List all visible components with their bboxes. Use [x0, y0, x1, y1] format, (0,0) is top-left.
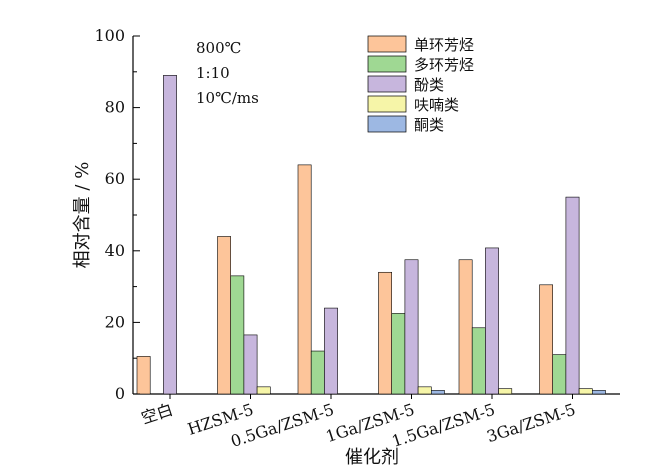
legend-swatch — [367, 75, 407, 93]
bar-4-4 — [417, 386, 432, 395]
bar-2-4 — [256, 386, 271, 395]
bar-4-2 — [391, 313, 406, 395]
y-tick-label: 60 — [105, 169, 125, 188]
legend-swatch — [367, 55, 407, 73]
y-axis-ticks: 0 20 40 60 80 100 — [94, 26, 140, 403]
annotation-ratio: 1:10 — [196, 64, 230, 82]
bar-2-2 — [230, 275, 245, 395]
bars-group — [136, 75, 606, 395]
bar-3-2 — [310, 350, 325, 395]
bar-6-1 — [539, 284, 553, 395]
legend-swatch — [367, 115, 407, 133]
legend-label: 酚类 — [414, 76, 444, 94]
bar-5-3 — [485, 247, 499, 395]
bar-3-1 — [297, 164, 312, 395]
annotation-temperature: 800℃ — [196, 39, 241, 57]
y-tick-label: 80 — [105, 98, 125, 117]
x-tick-label: 3Ga/ZSM-5 — [484, 400, 577, 446]
bar-1-1 — [136, 356, 151, 395]
y-tick-label: 40 — [105, 241, 125, 260]
bar-6-2 — [552, 354, 567, 395]
y-tick-label: 100 — [94, 26, 125, 45]
bar-5-1 — [458, 259, 473, 395]
legend-label: 单环芳烃 — [414, 36, 474, 54]
bar-3-3 — [324, 307, 338, 395]
annotation-heating-rate: 10℃/ms — [196, 89, 259, 107]
bar-5-2 — [471, 327, 486, 395]
bar-4-3 — [404, 259, 419, 395]
bar-1-3 — [163, 75, 177, 395]
y-tick-label: 0 — [115, 384, 125, 403]
legend-swatch — [367, 95, 407, 113]
legend-swatch — [367, 35, 407, 53]
bar-4-1 — [378, 271, 392, 395]
bar-6-5 — [591, 390, 606, 395]
legend-label: 酮类 — [414, 116, 444, 134]
bar-5-4 — [498, 388, 513, 395]
bar-6-4 — [578, 388, 593, 395]
bar-4-5 — [430, 390, 445, 395]
x-tick-label: 空白 — [139, 400, 175, 428]
x-axis-title: 催化剂 — [345, 447, 399, 468]
x-axis-ticks: 空白 HZSM-50.5Ga/ZSM-51Ga/ZSM-51.5Ga/ZSM-53… — [139, 394, 578, 451]
legend-label: 呋喃类 — [414, 96, 459, 114]
bar-6-3 — [565, 196, 580, 395]
y-tick-label: 20 — [105, 312, 125, 331]
bar-2-1 — [217, 236, 231, 395]
y-axis-title: 相对含量 / % — [72, 162, 93, 269]
legend-label: 多环芳烃 — [414, 56, 474, 74]
bar-2-3 — [243, 334, 258, 395]
